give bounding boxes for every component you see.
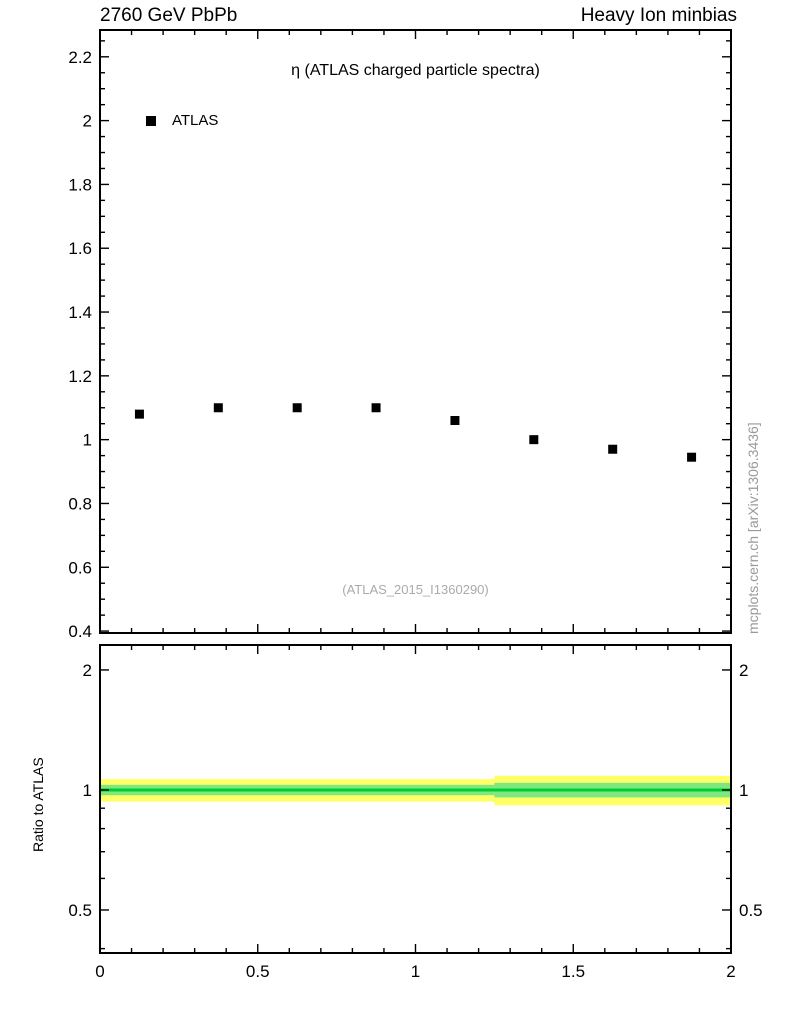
svg-text:2: 2 <box>726 962 735 981</box>
svg-text:0.5: 0.5 <box>739 901 763 920</box>
svg-text:1: 1 <box>411 962 420 981</box>
svg-text:1.5: 1.5 <box>561 962 585 981</box>
legend-label-atlas: ATLAS <box>172 112 219 129</box>
legend-square-marker-icon <box>146 116 156 126</box>
svg-text:1.8: 1.8 <box>68 175 92 194</box>
analysis-id-watermark: (ATLAS_2015_I1360290) <box>342 582 489 597</box>
svg-text:0.8: 0.8 <box>68 494 92 513</box>
header-beam-label: 2760 GeV PbPb <box>100 5 238 26</box>
svg-text:0.5: 0.5 <box>246 962 270 981</box>
svg-text:1.4: 1.4 <box>68 303 92 322</box>
mcplots-arxiv-watermark: mcplots.cern.ch [arXiv:1306.3436] <box>745 422 761 634</box>
plot-title: η (ATLAS charged particle spectra) <box>291 62 540 79</box>
svg-text:2: 2 <box>83 661 92 680</box>
svg-text:2: 2 <box>739 661 748 680</box>
svg-text:0.6: 0.6 <box>68 558 92 577</box>
svg-text:2.2: 2.2 <box>68 48 92 67</box>
svg-text:1.2: 1.2 <box>68 367 92 386</box>
svg-text:1.6: 1.6 <box>68 239 92 258</box>
svg-text:0.4: 0.4 <box>68 622 92 641</box>
svg-text:0: 0 <box>95 962 104 981</box>
svg-text:1: 1 <box>739 781 748 800</box>
svg-text:1: 1 <box>83 431 92 450</box>
svg-text:2: 2 <box>83 112 92 131</box>
svg-text:0.5: 0.5 <box>68 901 92 920</box>
ratio-axis-title: Ratio to ATLAS <box>30 757 46 852</box>
svg-text:1: 1 <box>83 781 92 800</box>
header-process-label: Heavy Ion minbias <box>580 5 737 26</box>
